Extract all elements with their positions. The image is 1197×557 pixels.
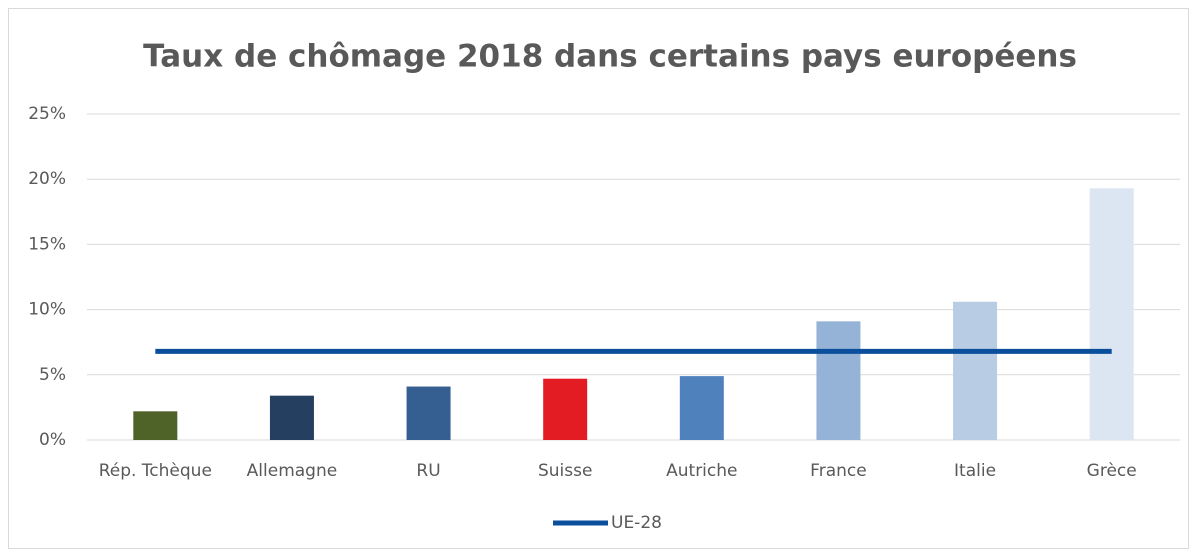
- legend-label: UE-28: [611, 513, 662, 533]
- x-tick-label: Grèce: [1087, 461, 1137, 481]
- y-tick-label: 15%: [28, 234, 66, 254]
- y-tick-label: 0%: [39, 430, 66, 450]
- y-tick-label: 10%: [28, 300, 66, 320]
- bar: [679, 376, 724, 440]
- x-tick-label: Autriche: [666, 461, 737, 481]
- y-tick-label: 25%: [28, 104, 66, 124]
- bar: [133, 411, 178, 440]
- bar: [1089, 188, 1134, 440]
- x-tick-label: Allemagne: [247, 461, 338, 481]
- bar: [816, 321, 861, 440]
- x-tick-label: RU: [416, 461, 440, 481]
- x-tick-label: Rép. Tchèque: [99, 461, 212, 481]
- y-tick-label: 20%: [28, 169, 66, 189]
- chart-border: [8, 8, 1189, 549]
- y-tick-label: 5%: [39, 365, 66, 385]
- x-tick-label: Suisse: [538, 461, 592, 481]
- bar: [953, 301, 998, 440]
- bar: [543, 378, 588, 440]
- bar: [269, 395, 314, 440]
- x-tick-label: Italie: [954, 461, 996, 481]
- chart-title: Taux de chômage 2018 dans certains pays …: [143, 39, 1077, 75]
- x-tick-label: France: [810, 461, 867, 481]
- bar: [406, 386, 451, 440]
